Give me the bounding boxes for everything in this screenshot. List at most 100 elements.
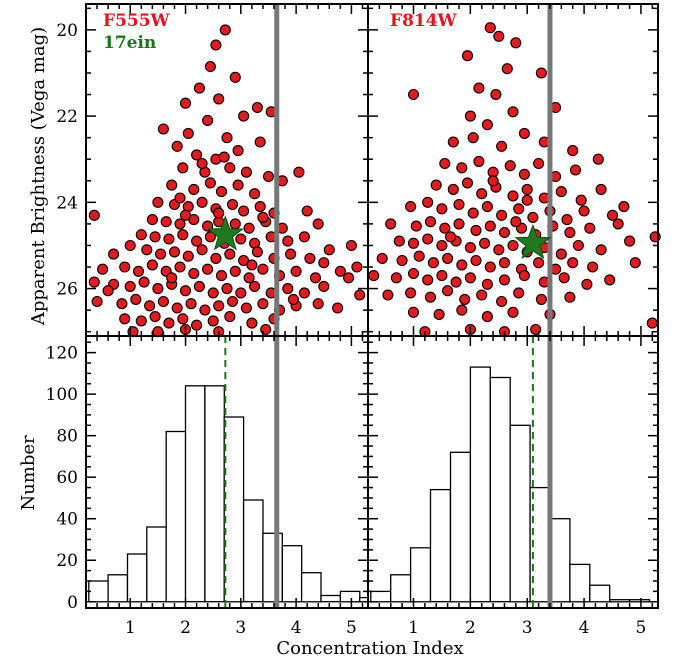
scatter-point-f814w-84 xyxy=(413,250,425,262)
scatter-point-f814w-97 xyxy=(368,270,380,282)
x-tick-label-f814w-1: 1 xyxy=(408,618,419,638)
scatter-point-f555w-140 xyxy=(246,317,258,329)
scatter-point-f555w-93 xyxy=(257,263,269,275)
scatter-point-f814w-42 xyxy=(436,203,448,215)
scatter-point-f814w-89 xyxy=(484,261,496,273)
histogram-bar-f814w-4 xyxy=(449,451,472,603)
scatter-point-f814w-8 xyxy=(407,88,420,101)
scatter-point-f814w-13 xyxy=(447,136,459,148)
scatter-point-f814w-14 xyxy=(467,132,479,144)
scatter-point-f814w-75 xyxy=(507,239,519,252)
scatter-point-f555w-24 xyxy=(166,179,178,191)
scatter-point-f814w-122 xyxy=(433,308,445,320)
scatter-point-f555w-98 xyxy=(351,261,363,273)
y-tick-label-magnitude-24: 24 xyxy=(56,193,78,213)
panel-label-f555w: F555W xyxy=(103,11,171,31)
scatter-point-f555w-59 xyxy=(204,231,216,243)
y-tick-label-number-40: 40 xyxy=(56,510,78,530)
histogram-bar-f814w-12 xyxy=(609,599,631,603)
panel-label-f814w: F814W xyxy=(390,11,458,31)
scatter-point-f555w-136 xyxy=(177,313,189,325)
scatter-point-f555w-95 xyxy=(290,265,302,277)
scatter-point-f814w-72 xyxy=(464,242,476,254)
x-tick-label-f555w-4: 4 xyxy=(291,618,302,638)
scatter-point-f814w-125 xyxy=(507,306,519,318)
histogram-bar-f814w-9 xyxy=(549,518,571,603)
scatter-point-f555w-85 xyxy=(146,259,158,271)
scatter-point-f814w-52 xyxy=(606,209,619,221)
scatter-point-f814w-94 xyxy=(567,257,579,269)
scatter-point-f555w-26 xyxy=(204,177,216,189)
scatter-point-f814w-35 xyxy=(521,183,533,195)
scatter-point-f814w-26 xyxy=(533,157,545,170)
scatter-point-f814w-108 xyxy=(558,272,570,284)
scatter-point-f555w-3 xyxy=(193,82,205,94)
scatter-point-f814w-19 xyxy=(592,153,604,165)
scatter-point-f814w-102 xyxy=(450,276,462,288)
scatter-point-f555w-109 xyxy=(235,287,247,299)
scatter-point-f814w-87 xyxy=(456,259,468,271)
scatter-point-f814w-80 xyxy=(595,244,607,256)
scatter-point-f555w-89 xyxy=(202,263,214,275)
scatter-point-f555w-106 xyxy=(193,280,205,292)
scatter-point-f555w-57 xyxy=(177,229,189,241)
panel-frame-f814w-bar xyxy=(367,335,659,609)
y-tick-label-magnitude-20: 20 xyxy=(56,21,78,41)
scatter-point-f814w-57 xyxy=(453,218,465,230)
scatter-point-f555w-151 xyxy=(179,209,192,221)
scatter-point-f555w-13 xyxy=(202,114,214,126)
scatter-point-f555w-157 xyxy=(102,285,114,297)
scatter-point-f555w-105 xyxy=(179,285,192,297)
histogram-bar-f555w-1 xyxy=(107,574,129,603)
scatter-point-f555w-25 xyxy=(188,183,200,195)
y-tick-label-magnitude-22: 22 xyxy=(56,107,78,127)
scatter-point-f555w-76 xyxy=(251,246,263,258)
y-tick-label-number-80: 80 xyxy=(56,427,78,447)
scatter-point-f555w-123 xyxy=(199,304,211,316)
scatter-point-f555w-73 xyxy=(210,252,222,264)
scatter-point-f555w-58 xyxy=(191,235,203,247)
scatter-point-f555w-67 xyxy=(124,239,136,252)
histogram-bar-f814w-10 xyxy=(569,563,591,603)
scatter-point-f555w-122 xyxy=(185,298,197,310)
scatter-point-f814w-95 xyxy=(587,261,599,273)
histogram-bar-f814w-6 xyxy=(489,376,511,603)
scatter-point-f555w-9 xyxy=(171,140,183,152)
y-tick-label-number-100: 100 xyxy=(46,385,78,405)
scatter-point-f814w-121 xyxy=(407,306,420,318)
scatter-point-f814w-111 xyxy=(382,289,394,301)
scatter-point-f814w-104 xyxy=(481,278,493,290)
x-tick-label-f814w-4: 4 xyxy=(579,618,590,638)
scatter-point-f814w-73 xyxy=(479,237,491,249)
scatter-point-f555w-55 xyxy=(149,231,161,243)
scatter-point-f555w-39 xyxy=(254,201,266,213)
scatter-point-f555w-23 xyxy=(262,170,275,183)
y-tick-label-number-60: 60 xyxy=(56,468,78,488)
scatter-point-f555w-121 xyxy=(171,302,183,314)
scatter-point-f555w-48 xyxy=(229,218,241,230)
scatter-point-f555w-32 xyxy=(152,196,164,208)
scatter-point-f555w-69 xyxy=(155,248,167,260)
scatter-point-f814w-96 xyxy=(629,257,641,269)
scatter-point-f814w-66 xyxy=(612,218,624,230)
scatter-point-f555w-99 xyxy=(88,276,100,288)
scatter-point-f555w-41 xyxy=(301,205,313,217)
scatter-point-f814w-68 xyxy=(407,237,420,249)
scatter-point-f814w-119 xyxy=(535,293,547,305)
scatter-point-f814w-69 xyxy=(422,233,434,245)
scatter-point-f814w-135 xyxy=(510,216,522,228)
scatter-point-f814w-70 xyxy=(436,239,448,252)
scatter-point-f555w-18 xyxy=(177,162,189,174)
scatter-point-f814w-81 xyxy=(624,235,636,247)
histogram-bar-f814w-13 xyxy=(628,599,651,603)
scatter-point-f814w-38 xyxy=(575,194,587,206)
scatter-point-f555w-54 xyxy=(135,229,147,241)
scatter-point-f814w-9 xyxy=(464,110,476,122)
scatter-point-f555w-120 xyxy=(157,295,169,308)
x-tick-label-f814w-2: 2 xyxy=(465,618,476,638)
histogram-bar-f814w-1 xyxy=(390,574,412,603)
histogram-bar-f814w-3 xyxy=(429,488,452,603)
scatter-point-f555w-0 xyxy=(219,24,231,36)
scatter-point-f814w-92 xyxy=(533,257,545,269)
y-axis-title-number: Number xyxy=(18,435,39,511)
